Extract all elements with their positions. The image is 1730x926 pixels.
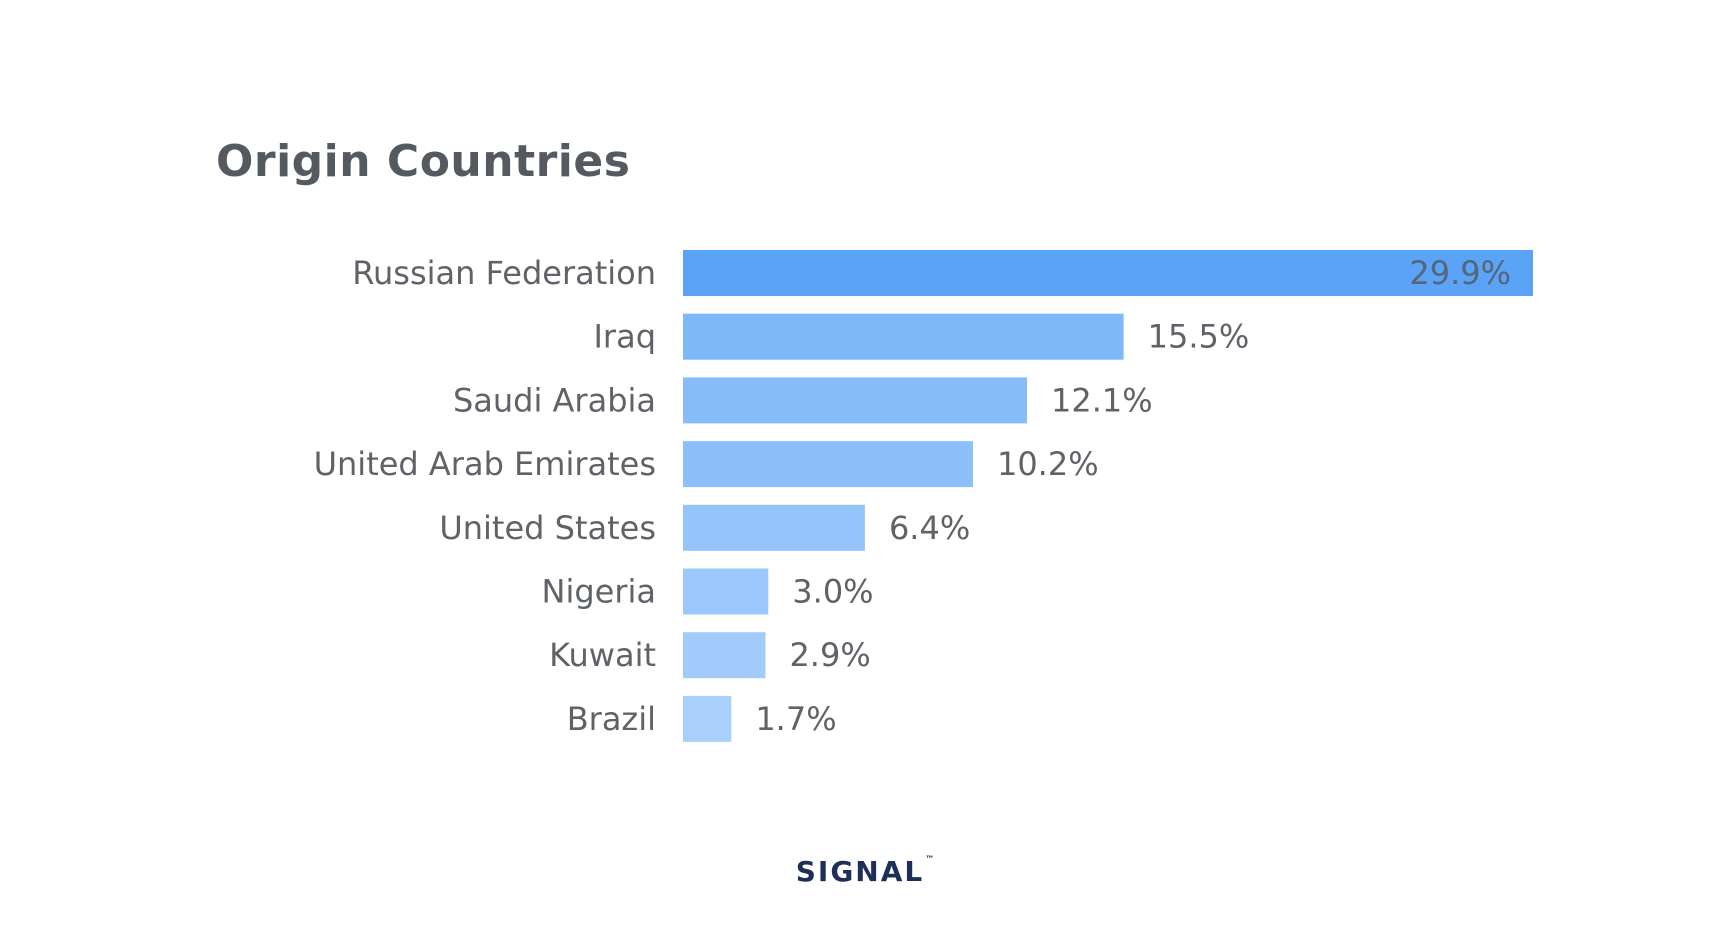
data-label: 10.2% (997, 445, 1099, 483)
data-label: 2.9% (789, 636, 870, 674)
bar (683, 250, 1533, 296)
signal-logo: SIGNAL™ (0, 855, 1730, 888)
category-label: Brazil (567, 700, 656, 738)
category-label: Saudi Arabia (453, 381, 656, 419)
logo-text: SIGNAL (795, 855, 925, 888)
data-label: 12.1% (1051, 381, 1153, 419)
logo-trademark: ™ (925, 855, 935, 865)
category-label: Iraq (593, 318, 656, 356)
data-label: 29.9% (1409, 254, 1511, 292)
data-label: 1.7% (755, 700, 836, 738)
bar (683, 504, 865, 551)
category-label: Russian Federation (352, 254, 656, 292)
category-label: Kuwait (549, 636, 656, 674)
data-label: 3.0% (792, 573, 873, 611)
category-label: United Arab Emirates (314, 445, 656, 483)
bar (683, 441, 973, 488)
category-label: Nigeria (542, 573, 656, 611)
chart-title: Origin Countries (216, 136, 631, 187)
data-label: 6.4% (889, 509, 970, 547)
bar (683, 313, 1124, 360)
bars-layer: Russian Federation 29.9% Iraq 15.5% Saudi Ar… (314, 250, 1533, 742)
bar (683, 377, 1027, 424)
bar (683, 632, 766, 679)
data-label: 15.5% (1148, 318, 1250, 356)
category-label: United States (439, 509, 656, 547)
bar (683, 568, 769, 615)
bar (683, 695, 732, 742)
